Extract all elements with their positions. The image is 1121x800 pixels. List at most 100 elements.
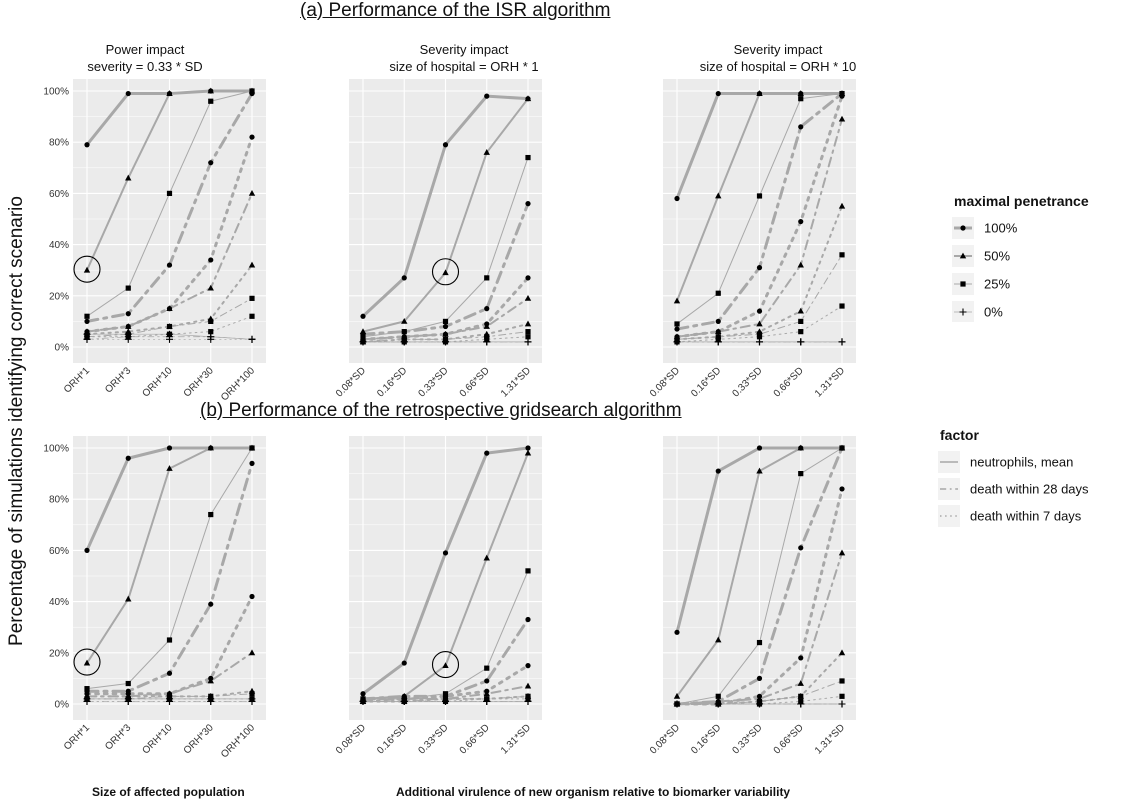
data-point	[838, 549, 846, 556]
data-point	[524, 338, 532, 346]
data-point	[525, 201, 531, 207]
legend-factor: neutrophils, mean death within 28 days dea…	[938, 451, 1089, 527]
data-point	[249, 460, 255, 466]
data-point	[525, 568, 531, 574]
series-line	[362, 322, 529, 343]
data-point	[838, 649, 846, 656]
data-point	[484, 688, 490, 694]
data-point	[401, 318, 408, 324]
y-tick-label: 0%	[55, 343, 70, 354]
data-point	[207, 284, 214, 291]
data-point	[483, 330, 490, 337]
data-point	[715, 329, 721, 335]
x-tick-label: 0.33*SD	[731, 722, 765, 756]
data-point	[484, 678, 490, 684]
data-point	[248, 697, 256, 705]
data-point	[839, 252, 845, 258]
panel-title-a0-line1: Power impact	[105, 42, 185, 57]
x-axis-label-right: Additional virulence of new organism rel…	[396, 785, 791, 799]
data-point	[83, 335, 91, 343]
data-point	[442, 142, 449, 148]
x-tick-label: ORH*100	[219, 365, 257, 403]
x-tick-label: 0.66*SD	[772, 365, 806, 399]
data-point	[756, 328, 763, 335]
data-point	[124, 697, 132, 705]
data-point	[166, 670, 173, 676]
series-line	[86, 297, 253, 338]
y-tick-label: 80%	[49, 138, 69, 149]
data-point	[673, 700, 681, 708]
x-tick-label: 0.08*SD	[648, 365, 682, 399]
data-point	[483, 149, 490, 155]
x-axis-label-left: Size of affected population	[92, 785, 245, 799]
data-point	[798, 655, 804, 661]
x-tick-label: 1.31*SD	[813, 365, 847, 399]
data-point	[208, 160, 214, 166]
data-point	[442, 269, 449, 276]
data-point	[442, 550, 449, 556]
x-tick-label: ORH*100	[219, 722, 257, 760]
data-point	[674, 629, 680, 635]
data-point	[360, 313, 366, 319]
legend-penetrance-item: 100%	[952, 217, 1018, 239]
legend-factor-label: death within 28 days	[970, 482, 1089, 497]
legend-factor-title: factor	[940, 427, 979, 443]
data-point	[484, 665, 490, 671]
series-line	[86, 336, 253, 340]
x-tick-label: 0.66*SD	[458, 365, 492, 399]
data-point	[525, 616, 531, 623]
series-line	[86, 690, 253, 698]
series-line	[362, 695, 529, 703]
panel-title-a0: Power impact severity = 0.33 * SD	[30, 41, 260, 75]
data-point	[166, 335, 173, 343]
data-point	[166, 262, 173, 268]
x-tick-label: ORH*10	[141, 365, 175, 399]
series-line	[86, 315, 253, 338]
data-point	[84, 313, 90, 319]
data-point	[208, 329, 214, 335]
data-point	[524, 95, 532, 102]
data-point	[756, 639, 763, 646]
panel-title-a1: Severity impact size of hospital = ORH *…	[349, 41, 579, 75]
series-line	[361, 276, 530, 341]
data-point	[839, 693, 845, 699]
data-point	[401, 275, 407, 281]
x-tick-label: 0.66*SD	[772, 722, 806, 756]
data-point	[839, 486, 845, 492]
y-tick-label: 20%	[49, 291, 69, 302]
data-point	[166, 465, 173, 471]
data-point	[756, 675, 763, 682]
data-point	[715, 318, 721, 324]
data-point	[484, 321, 490, 327]
series-line	[676, 205, 843, 341]
data-point	[714, 700, 722, 708]
data-point	[166, 306, 173, 312]
legend-penetrance-label: 0%	[984, 305, 1003, 320]
series-line	[675, 487, 844, 706]
data-point	[715, 636, 722, 643]
series-line	[361, 664, 530, 701]
highlight-circle	[73, 648, 101, 676]
legend-penetrance: 100% 50% 25% 0%	[952, 217, 1018, 322]
panel-b2: 0.08*SD 0.16*SD 0.33*SD 0.66*SD 1.31*SD	[648, 436, 856, 756]
data-point	[483, 697, 491, 705]
data-point	[797, 338, 805, 346]
data-point	[798, 329, 804, 335]
chart-panels: 0%20%40%60%80%100%ORH*1 ORH*3 ORH*10 ORH*30…	[43, 79, 856, 760]
panel-title-a2-line2: size of hospital = ORH * 10	[699, 59, 857, 74]
data-point	[360, 331, 366, 337]
y-tick-label: 0%	[55, 700, 70, 711]
data-point	[756, 700, 763, 708]
data-point	[756, 334, 763, 340]
data-point	[248, 190, 256, 196]
data-point	[798, 545, 804, 551]
data-point	[125, 680, 131, 687]
data-point	[839, 678, 845, 684]
data-point	[525, 329, 531, 335]
panel-b0: 0% 20% 40% 60% 80% 100% ORH*1 ORH*3 ORH*10 ORH*30…	[43, 436, 266, 760]
data-point	[797, 692, 804, 699]
data-point	[797, 680, 804, 686]
series-line	[676, 551, 843, 705]
x-tick-label: 0.16*SD	[689, 722, 723, 756]
data-point	[359, 697, 367, 705]
